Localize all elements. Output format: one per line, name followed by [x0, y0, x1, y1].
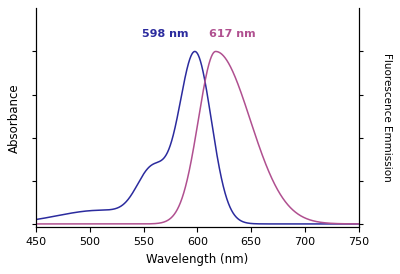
Y-axis label: Fluorescence Emmission: Fluorescence Emmission — [382, 53, 392, 182]
Text: 598 nm: 598 nm — [142, 29, 189, 39]
Y-axis label: Absorbance: Absorbance — [8, 83, 21, 153]
Text: 617 nm: 617 nm — [209, 29, 256, 39]
X-axis label: Wavelength (nm): Wavelength (nm) — [146, 253, 248, 266]
